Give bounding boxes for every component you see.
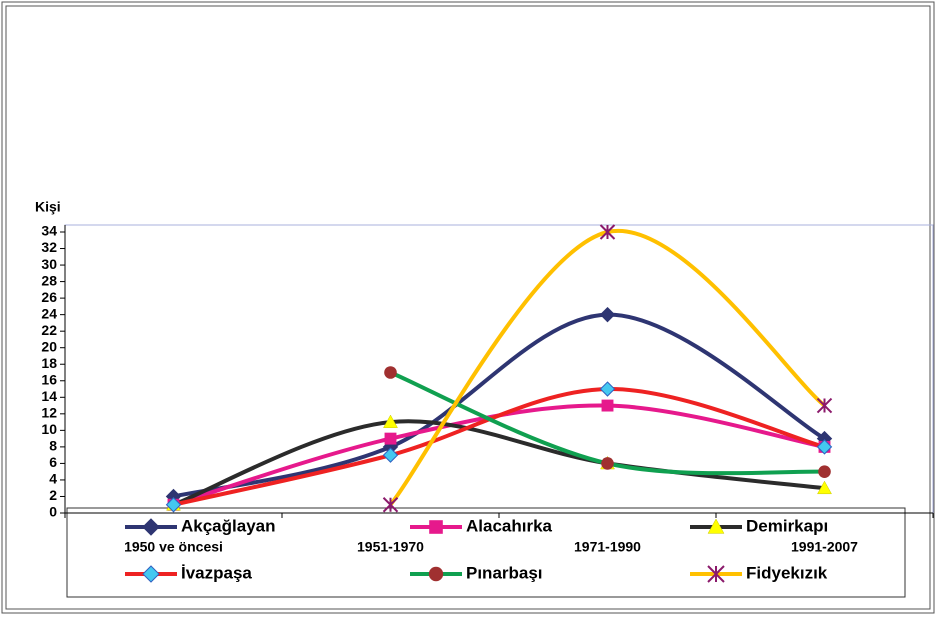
marker	[816, 397, 833, 414]
x-tick-label: 1991-2007	[791, 539, 858, 555]
y-tick-label: 22	[41, 322, 57, 338]
legend-label: Pınarbaşı	[466, 563, 543, 582]
y-tick-label: 8	[49, 438, 57, 454]
x-tick-label: 1951-1970	[357, 539, 424, 555]
y-tick-label: 34	[41, 223, 57, 239]
y-tick-label: 26	[41, 289, 57, 305]
marker	[599, 306, 616, 323]
marker	[707, 565, 725, 583]
marker	[383, 414, 398, 428]
y-tick-label: 2	[49, 487, 57, 503]
y-tick-label: 14	[41, 388, 57, 404]
legend-label: Akçağlayan	[181, 516, 276, 535]
marker	[165, 497, 182, 513]
marker	[384, 432, 397, 445]
marker	[382, 497, 399, 513]
y-tick-label: 20	[41, 338, 57, 354]
inner-frame	[5, 5, 931, 610]
legend-label: Fidyekızık	[746, 563, 828, 582]
marker	[601, 399, 614, 412]
y-tick-label: 0	[49, 504, 57, 520]
marker	[384, 366, 397, 379]
y-axis-label: Kişi	[35, 199, 61, 215]
x-tick-label: 1950 ve öncesi	[124, 539, 223, 555]
marker	[599, 224, 616, 240]
marker	[816, 439, 833, 455]
marker	[601, 457, 614, 470]
series-line	[173, 312, 826, 499]
y-tick-label: 12	[41, 405, 57, 421]
legend-label: Demirkapı	[746, 516, 828, 535]
series-line	[173, 387, 826, 507]
legend-label: Alacahırka	[466, 516, 553, 535]
y-tick-label: 16	[41, 371, 57, 387]
y-tick-label: 18	[41, 355, 57, 371]
y-tick-label: 28	[41, 272, 57, 288]
x-tick-label: 1971-1990	[574, 539, 641, 555]
y-tick-label: 32	[41, 239, 57, 255]
y-tick-label: 30	[41, 256, 57, 272]
marker	[142, 518, 160, 536]
y-tick-label: 6	[49, 454, 57, 470]
series-line	[172, 419, 825, 507]
y-tick-label: 10	[41, 421, 57, 437]
y-tick-label: 4	[49, 471, 57, 487]
marker	[599, 381, 616, 397]
marker	[707, 518, 725, 534]
marker	[818, 465, 831, 478]
legend-label: İvazpaşa	[181, 563, 252, 582]
y-tick-label: 24	[41, 305, 57, 321]
legend-box	[66, 507, 906, 598]
marker	[382, 447, 399, 463]
marker	[142, 565, 160, 583]
marker	[428, 566, 444, 582]
marker	[817, 480, 832, 495]
series-line	[172, 403, 825, 507]
marker	[429, 520, 443, 534]
